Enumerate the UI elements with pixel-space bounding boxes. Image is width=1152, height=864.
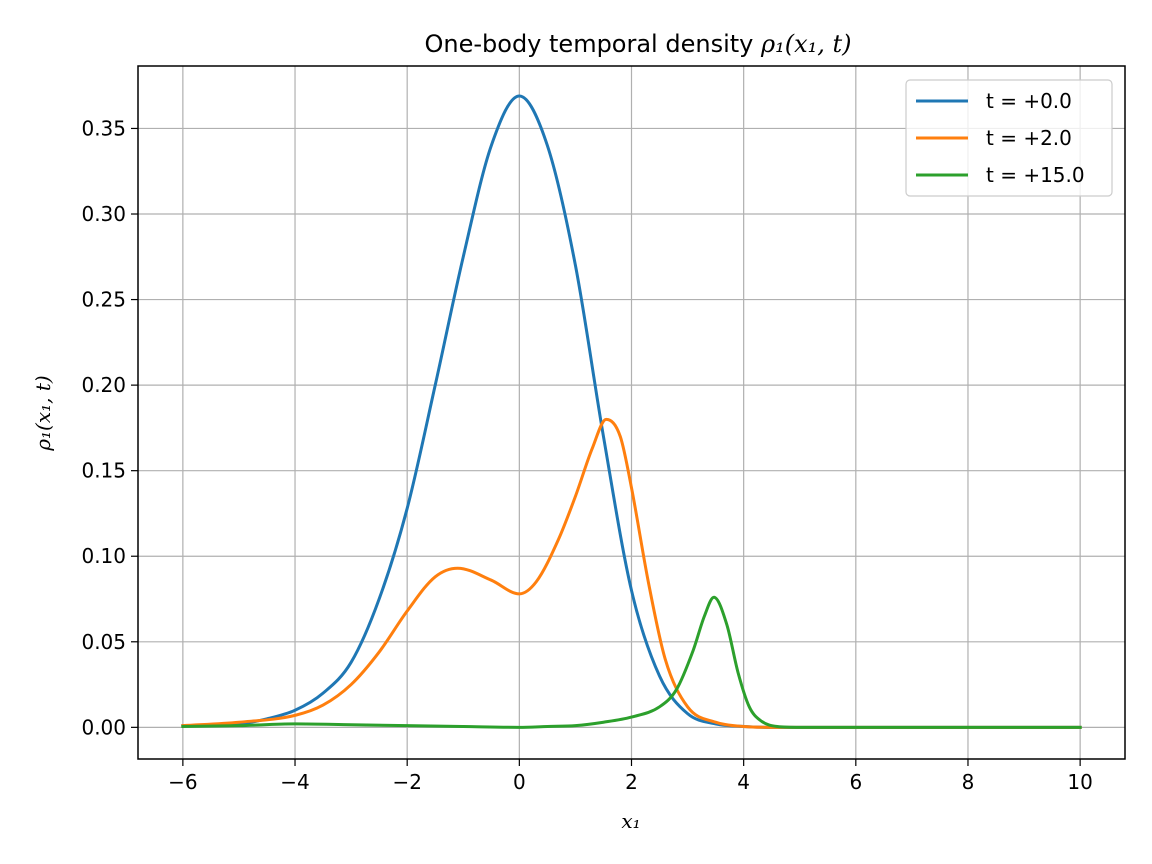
legend: t = +0.0 t = +2.0 t = +15.0	[905, 79, 1113, 197]
x-tick-label: 2	[625, 770, 638, 794]
series-group	[181, 94, 1082, 729]
y-tick-label: 0.25	[81, 288, 126, 312]
x-axis-label: x₁	[621, 809, 640, 833]
x-tick-label: 0	[513, 770, 526, 794]
legend-label-2: t = +15.0	[986, 163, 1085, 187]
ticks: −6 −4 −2 0 2 4 6 8 10 0.00 0.05 0.10 0.15 0.20 0.25 0.3…	[81, 116, 1092, 794]
y-tick-label: 0.35	[81, 116, 126, 140]
y-tick-label: 0.30	[81, 202, 126, 226]
x-tick-label: 8	[962, 770, 975, 794]
y-tick-label: 0.15	[81, 459, 126, 483]
x-tick-label: −2	[392, 770, 421, 794]
y-tick-label: 0.05	[81, 630, 126, 654]
x-tick-label: 6	[849, 770, 862, 794]
legend-label-0: t = +0.0	[986, 89, 1072, 113]
x-tick-label: 10	[1067, 770, 1092, 794]
x-tick-label: 4	[737, 770, 750, 794]
series-line-1	[181, 417, 1082, 729]
legend-label-1: t = +2.0	[986, 126, 1072, 150]
series-line-2	[181, 595, 1082, 729]
y-tick-label: 0.10	[81, 544, 126, 568]
y-tick-label: 0.00	[81, 715, 126, 739]
x-tick-label: −4	[280, 770, 309, 794]
legend-box	[905, 79, 1113, 197]
chart-title: One-body temporal density ρ₁(x₁, t)	[425, 30, 852, 58]
x-tick-label: −6	[168, 770, 197, 794]
chart-title-text: One-body temporal density	[425, 30, 761, 58]
y-axis-label: ρ₁(x₁, t)	[31, 375, 55, 451]
chart-title-math: ρ₁(x₁, t)	[760, 30, 852, 58]
y-tick-label: 0.20	[81, 373, 126, 397]
